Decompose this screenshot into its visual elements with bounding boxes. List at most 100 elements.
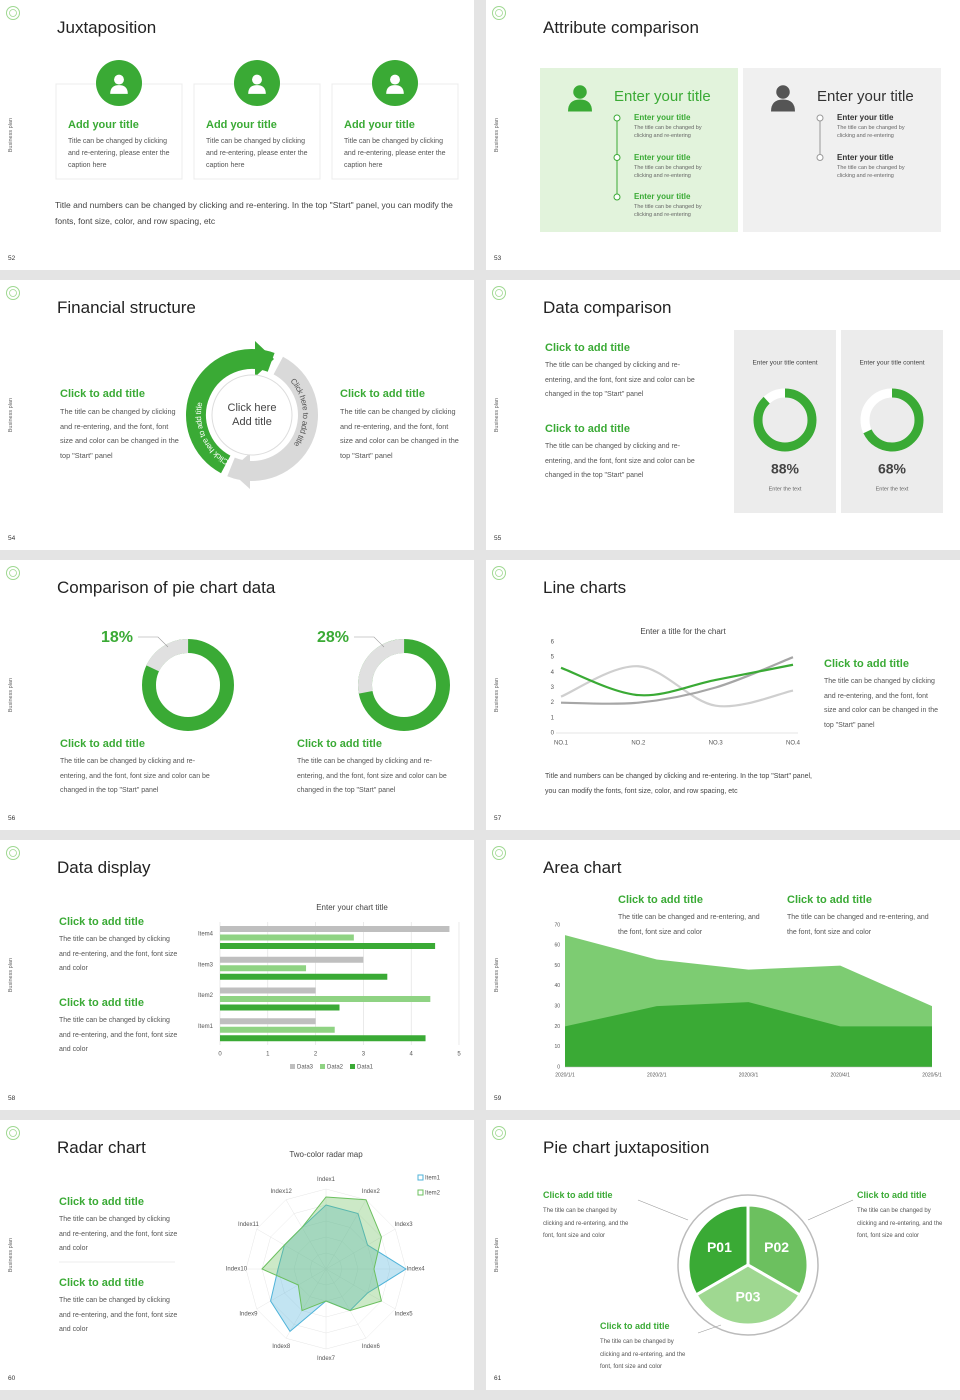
block-title: Click to add title (60, 388, 145, 400)
bar (220, 996, 431, 1002)
bar (220, 926, 450, 932)
slide-graphics: P01 P02 P03 (492, 1126, 854, 1336)
slide-title: Comparison of pie chart data (57, 578, 276, 597)
logo (492, 1126, 506, 1140)
logo (6, 846, 20, 860)
axis-label: Index3 (395, 1222, 414, 1228)
slide-title: Data display (57, 858, 151, 877)
item-title: Enter your title (634, 152, 691, 162)
slide: Click here Add title Click here to add tit… (0, 280, 474, 550)
page-number: 54 (8, 535, 16, 542)
block-title: Click to add title (543, 1190, 613, 1200)
timeline-dot (613, 193, 621, 201)
side-label: Business plan (494, 1238, 500, 1273)
center-text: Add title (232, 416, 272, 428)
bar (220, 973, 388, 980)
x-tick-label: 5 (457, 1052, 461, 1058)
slide: 18% 28% Comparison of pie chart data Busine… (0, 560, 474, 830)
icon-head (252, 74, 262, 85)
side-label: Business plan (494, 678, 500, 713)
icon-body (771, 99, 795, 112)
logo (6, 1126, 20, 1140)
slide-graphics (6, 6, 459, 180)
radar-spoke (325, 1228, 396, 1270)
logo (495, 289, 503, 297)
legend-label: Data1 (357, 1065, 374, 1071)
slide-title: Line charts (543, 578, 627, 597)
y-tick-label: 70 (554, 922, 560, 928)
logo (495, 569, 503, 577)
bar (220, 1018, 316, 1025)
pie-ring (677, 1194, 819, 1336)
x-tick-label: 1 (266, 1052, 270, 1058)
logo (492, 6, 506, 20)
legend-swatch (290, 1064, 295, 1069)
timeline-dot (613, 154, 621, 161)
cycle-arc (186, 349, 275, 474)
block-text: The title can be changed by clicking and… (59, 1017, 178, 1053)
timeline-dot (816, 114, 824, 122)
slide-graphics: Enter your title content 88% Enter the tex… (492, 286, 943, 513)
legend-swatch (417, 1174, 424, 1181)
y-tick-label: 6 (551, 640, 555, 646)
slide-graphics: Two-color radar map Index1 Index2 Index3 Ind… (6, 1126, 441, 1362)
axis-label: Index6 (362, 1344, 381, 1350)
slide-graphics: Enter your chart title 0 1 2 3 4 5 Item1 Item2 It… (6, 846, 461, 1071)
logo (6, 286, 20, 300)
slide: Juxtaposition Business plan 52 Add your tit… (0, 0, 474, 270)
radar-spoke (325, 1268, 396, 1310)
logo (495, 9, 503, 17)
leader-line (807, 1199, 854, 1221)
segment-label: P01 (707, 1239, 732, 1255)
x-tick-label: 0 (218, 1052, 222, 1058)
axis-label: Index7 (317, 1356, 336, 1362)
arrow-head (230, 453, 250, 489)
slide-title: Juxtaposition (57, 18, 157, 37)
slide: Enter a title for the chart 0 1 2 3 4 5 6 NO.1 NO… (486, 560, 960, 830)
chart-title: Enter your chart title (316, 903, 388, 912)
block-title: Click to add title (600, 1321, 670, 1331)
x-tick-label: NO.3 (709, 741, 724, 747)
donut-arc (358, 639, 450, 732)
slide-graphics: 18% 28% (6, 566, 450, 732)
legend-label: Data3 (297, 1065, 314, 1071)
x-tick-label: NO.1 (554, 741, 569, 747)
panel (841, 330, 943, 513)
slide-title: Area chart (543, 858, 622, 877)
donut-arc (753, 388, 817, 452)
slide-graphics: Enter a title for the chart 0 1 2 3 4 5 6 NO.1 NO… (492, 566, 801, 747)
axis-label: Index11 (238, 1222, 260, 1228)
block-text: The title can be changed by clicking and… (59, 936, 178, 972)
item-text: The title can be changed by clicking and… (634, 125, 702, 139)
x-tick-label: 2020/2/1 (647, 1072, 667, 1078)
leader-line (354, 636, 385, 648)
x-tick-label: 4 (410, 1052, 414, 1058)
page-number: 59 (494, 1095, 502, 1102)
radar-spoke (256, 1228, 327, 1270)
radar-spoke (285, 1268, 327, 1339)
logo (495, 849, 503, 857)
cycle-arc (227, 356, 318, 481)
block-title: Click to add title (59, 1277, 144, 1289)
block-text: The title can be changed by clicking and… (60, 758, 210, 794)
block-title: Click to add title (59, 916, 144, 928)
logo (9, 849, 17, 857)
axis-label: Index9 (239, 1311, 258, 1317)
legend-label: Data2 (327, 1065, 344, 1071)
item-title: Enter your title (837, 152, 894, 162)
axis-label: Index2 (362, 1189, 381, 1195)
y-tick-label: Item1 (198, 1024, 214, 1030)
block-title: Click to add title (545, 423, 630, 435)
radar-spoke (285, 1199, 327, 1270)
logo (492, 566, 506, 580)
axis-label: Index8 (272, 1344, 291, 1350)
bar (220, 1035, 426, 1042)
side-label: Business plan (494, 118, 500, 153)
page-number: 60 (8, 1375, 16, 1382)
logo (9, 9, 17, 17)
donut-caption: Enter the text (876, 486, 909, 492)
icon-head (573, 85, 587, 99)
block-title: Click to add title (59, 997, 144, 1009)
